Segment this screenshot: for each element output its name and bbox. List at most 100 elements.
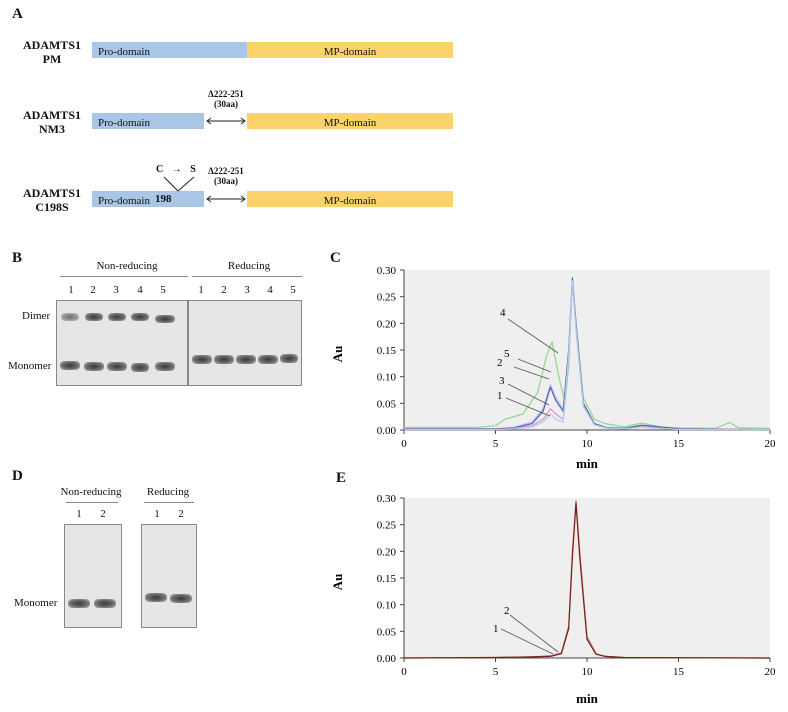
gel-b-nonreducing-title: Non-reducing <box>96 260 158 272</box>
gel-b-lane: 5 <box>290 284 296 296</box>
chart-c: 0 5 10 15 20 0.00 0.05 0.10 0.15 0.20 0.25 0.30 4 5… <box>330 265 777 471</box>
chart-e-y-tick-label: 0.10 <box>377 600 397 612</box>
chart-e-x-tick-label: 15 <box>673 666 685 678</box>
gel-band <box>155 362 175 371</box>
gel-band <box>258 355 278 364</box>
gel-band <box>68 599 90 608</box>
chart-e-annotation: 1 <box>493 623 499 635</box>
chart-c-leader-line <box>517 358 552 373</box>
gel-b-nonreducing-divider <box>60 276 188 277</box>
gel-b-lane: 3 <box>113 284 119 296</box>
construct-nm3-name-line1: ADAMTS1 <box>22 108 81 122</box>
chart-c-y-tick-label: 0.20 <box>377 318 397 330</box>
gel-d-lane: 2 <box>178 508 184 520</box>
gel-band <box>131 313 149 321</box>
panel-e-letter: E <box>336 470 347 486</box>
construct-nm3-deletion-line2: (30aa) <box>214 99 238 109</box>
gel-d-nonreducing-divider <box>66 502 118 503</box>
construct-pm-name: ADAMTS1 PM <box>12 38 92 66</box>
gel-b-lane: 3 <box>244 284 250 296</box>
construct-nm3-name-line2: NM3 <box>39 122 65 136</box>
gel-b-lane: 5 <box>160 284 166 296</box>
gel-d-lane: 2 <box>100 508 106 520</box>
chart-c-y-tick-label: 0.30 <box>377 265 397 277</box>
construct-pm-pro-bar: Pro-domain <box>92 42 247 58</box>
construct-nm3-deletion: Δ222-251 (30aa) <box>196 89 256 109</box>
construct-c198s-position: 198 <box>155 193 172 205</box>
construct-c198s-mp-bar: MP-domain <box>247 191 453 207</box>
chart-c-x-tick-label: 5 <box>493 438 499 450</box>
gel-b-monomer-label: Monomer <box>8 360 52 372</box>
panel-a-letter: A <box>12 6 23 22</box>
gel-band <box>60 361 80 370</box>
construct-c198s-deletion-line2: (30aa) <box>214 176 238 186</box>
chart-e: 0 5 10 15 20 0.00 0.05 0.10 0.15 0.20 0.25 0.30 2 1… <box>330 493 777 706</box>
construct-nm3-mp-label: MP-domain <box>323 117 377 129</box>
gel-band <box>192 355 212 364</box>
construct-nm3-deletion-line1: Δ222-251 <box>208 89 244 99</box>
chart-c-leader-line <box>505 397 551 417</box>
construct-c198s-mutation: C → S <box>156 165 206 175</box>
construct-c198s-pro-bar: Pro-domain 198 <box>92 191 204 207</box>
gel-b-lane: 1 <box>198 284 204 296</box>
chart-e-x-tick-label: 5 <box>493 666 499 678</box>
chart-c-leader-line <box>507 383 550 406</box>
mutation-arrow: → <box>171 164 182 175</box>
gel-band <box>61 313 79 321</box>
construct-pm-mp-label: MP-domain <box>323 46 377 58</box>
chart-c-annotation: 4 <box>500 307 506 319</box>
chart-c-x-tick-label: 0 <box>401 438 407 450</box>
gel-band <box>280 354 298 363</box>
construct-c198s-deletion: Δ222-251 (30aa) <box>196 166 256 186</box>
chart-e-y-tick-label: 0.05 <box>377 626 397 638</box>
gel-band <box>94 599 116 608</box>
gel-band <box>170 594 192 603</box>
gel-band <box>155 315 175 323</box>
gel-band <box>107 362 127 371</box>
panel-d-letter: D <box>12 468 23 484</box>
gel-d-lane: 1 <box>76 508 82 520</box>
chart-c-y-tick-label: 0.15 <box>377 345 397 357</box>
gel-b-lane: 1 <box>68 284 74 296</box>
gel-b-lane: 2 <box>221 284 227 296</box>
chart-e-y-tick-label: 0.15 <box>377 573 397 585</box>
construct-pm-pro-label: Pro-domain <box>98 46 150 58</box>
chart-e-x-tick-label: 20 <box>765 666 777 678</box>
gel-b-lane: 4 <box>267 284 273 296</box>
gel-band <box>145 593 167 602</box>
chart-e-y-tick-label: 0.25 <box>377 520 397 532</box>
chart-c-series-line-1 <box>404 280 770 431</box>
chart-e-x-tick-label: 10 <box>582 666 594 678</box>
chart-c-leader-line <box>513 366 550 380</box>
chart-c-x-tick-label: 20 <box>765 438 777 450</box>
gel-b-reducing-divider <box>192 276 302 277</box>
gel-d-reducing <box>141 524 197 628</box>
construct-pm-name-line2: PM <box>42 52 62 66</box>
chart-c-annotation: 3 <box>499 375 505 387</box>
gel-band <box>236 355 256 364</box>
chart-e-y-tick-label: 0.00 <box>377 653 397 665</box>
gel-d-reducing-title: Reducing <box>146 486 190 498</box>
chart-c-y-tick-label: 0.00 <box>377 425 397 437</box>
construct-pm-mp-bar: MP-domain <box>247 42 453 58</box>
construct-nm3-pro-label: Pro-domain <box>98 117 150 129</box>
chart-e-y-tick-label: 0.20 <box>377 546 397 558</box>
chart-c-annotation: 2 <box>497 357 503 369</box>
panel-b-letter: B <box>12 250 23 266</box>
construct-pm-name-line1: ADAMTS1 <box>22 38 81 52</box>
chart-e-y-tick-label: 0.30 <box>377 493 397 505</box>
chart-c-annotation: 1 <box>497 390 503 402</box>
chart-c-leader-line <box>507 318 559 354</box>
construct-c198s-mutation-lines <box>163 176 195 192</box>
chart-c-ylabel: Au <box>330 346 345 363</box>
chart-c-y-tick-label: 0.05 <box>377 398 397 410</box>
chart-c-x-tick-label: 15 <box>673 438 685 450</box>
construct-c198s-name-line2: C198S <box>35 200 69 214</box>
gel-d-nonreducing <box>64 524 122 628</box>
construct-c198s-deletion-arrow <box>206 195 246 203</box>
chart-e-x-tick-label: 0 <box>401 666 407 678</box>
construct-nm3-pro-bar: Pro-domain <box>92 113 204 129</box>
construct-c198s-name: ADAMTS1 C198S <box>12 186 92 214</box>
construct-c198s-mp-label: MP-domain <box>323 195 377 207</box>
gel-b-reducing-title: Reducing <box>227 260 271 272</box>
